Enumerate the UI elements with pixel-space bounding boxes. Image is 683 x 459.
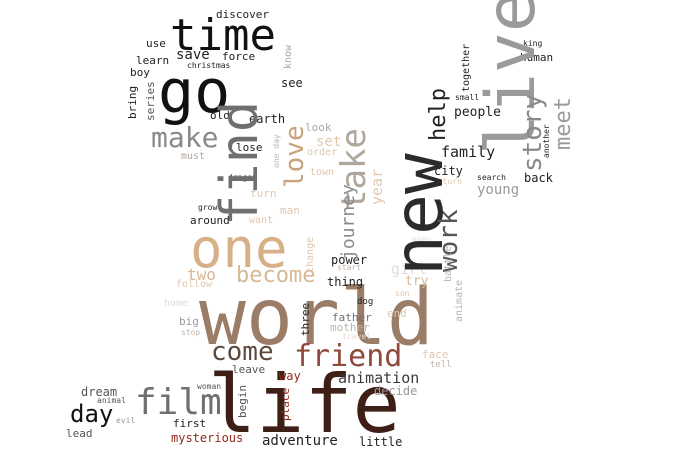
word-adventure: adventure: [262, 433, 338, 449]
word-first: first: [173, 417, 207, 430]
word-animal: animal: [97, 396, 126, 405]
word-king: king: [523, 39, 543, 48]
word-lead: lead: [66, 427, 93, 440]
word-end: end: [387, 307, 407, 320]
word-city: city: [434, 164, 463, 178]
word-life: life: [208, 358, 401, 451]
word-start: start: [337, 263, 362, 272]
word-dog: dog: [357, 297, 374, 307]
word-go: go: [158, 57, 231, 127]
word-human: human: [520, 51, 554, 64]
word-journey: year: [368, 168, 386, 205]
word-family: family: [441, 143, 496, 161]
word-grow: grow: [198, 203, 218, 212]
word-come: come: [211, 337, 274, 367]
word-time: time: [170, 10, 276, 61]
word-see: see: [281, 76, 303, 90]
word-change: change: [305, 236, 316, 273]
word-look: look: [305, 121, 332, 134]
word-old: old: [210, 109, 230, 122]
word-people: people: [454, 105, 501, 120]
word-small: small: [455, 93, 480, 102]
word-girl: journey: [338, 184, 359, 260]
word-one: one: [190, 217, 288, 280]
word-man: man: [280, 204, 300, 217]
word-love: love: [280, 125, 310, 188]
word-day: day: [70, 400, 114, 428]
word-town: town: [310, 167, 335, 178]
word-dragon: dragon: [228, 173, 257, 182]
word-way: way: [279, 369, 301, 383]
word-dream: dream: [81, 385, 118, 399]
word-meet: meet: [551, 97, 576, 150]
word-know: know: [283, 44, 294, 69]
word-must: must: [181, 151, 206, 162]
word-mysterious: mysterious: [171, 431, 244, 445]
word-back: back: [524, 171, 553, 185]
word-christmas: christmas: [187, 61, 231, 70]
word-force: force: [222, 50, 256, 63]
word-boy: boy: [130, 66, 150, 79]
word-animation: animation: [338, 369, 420, 387]
word-become: become: [236, 263, 316, 288]
word-year: girl: [391, 260, 428, 278]
word-woman: woman: [197, 382, 222, 391]
word-want: want: [249, 215, 274, 226]
word-face: face: [422, 348, 449, 361]
word-mother: mother: [330, 321, 370, 334]
word-travel: travel: [342, 332, 371, 341]
word-around: around: [190, 214, 230, 227]
word-search: search: [477, 173, 506, 182]
word-stop: stop: [181, 328, 201, 337]
word-discover: discover: [216, 8, 269, 21]
word-world: world: [199, 273, 434, 363]
word-open: open: [412, 235, 432, 244]
word-save: save: [176, 47, 210, 63]
word-young: young: [477, 182, 520, 198]
word-battle: battle: [443, 245, 454, 282]
word-use: use: [146, 37, 166, 50]
word-two: two: [187, 265, 216, 284]
word-place: place: [279, 387, 292, 421]
word-friend: friend: [294, 339, 403, 374]
word-big: big: [179, 315, 199, 328]
word-tell: tell: [430, 360, 452, 370]
word-thing: thing: [327, 275, 364, 289]
word-return: return: [433, 177, 462, 186]
word-one-day: one day: [272, 134, 281, 168]
word-find: find: [210, 100, 270, 226]
word-leave: leave: [232, 363, 266, 376]
word-together: together: [461, 43, 472, 92]
word-turn: turn: [250, 187, 277, 200]
word-earth: earth: [249, 112, 286, 126]
word-evil: evil: [116, 416, 136, 425]
word-another: another: [542, 124, 551, 158]
word-son: son: [395, 289, 410, 298]
word-home: home: [164, 298, 189, 309]
word-father: father: [332, 311, 372, 324]
word-power: power: [331, 253, 368, 267]
word-make: make: [151, 121, 219, 154]
word-follow: follow: [176, 279, 213, 290]
word-series: series: [144, 81, 157, 121]
word-three: three: [299, 302, 312, 336]
word-try: try: [405, 274, 429, 289]
word-order: order: [307, 147, 338, 158]
word-animate: animate: [454, 279, 465, 322]
word-begin: begin: [236, 384, 249, 418]
word-film: film: [135, 382, 222, 423]
word-set: set: [316, 134, 342, 150]
word-help: help: [426, 88, 451, 141]
word-decide: decide: [374, 384, 418, 398]
word-bring: bring: [126, 85, 139, 119]
word-learn: learn: [136, 54, 170, 67]
word-little: little: [359, 435, 403, 449]
word-lose: lose: [236, 141, 263, 154]
